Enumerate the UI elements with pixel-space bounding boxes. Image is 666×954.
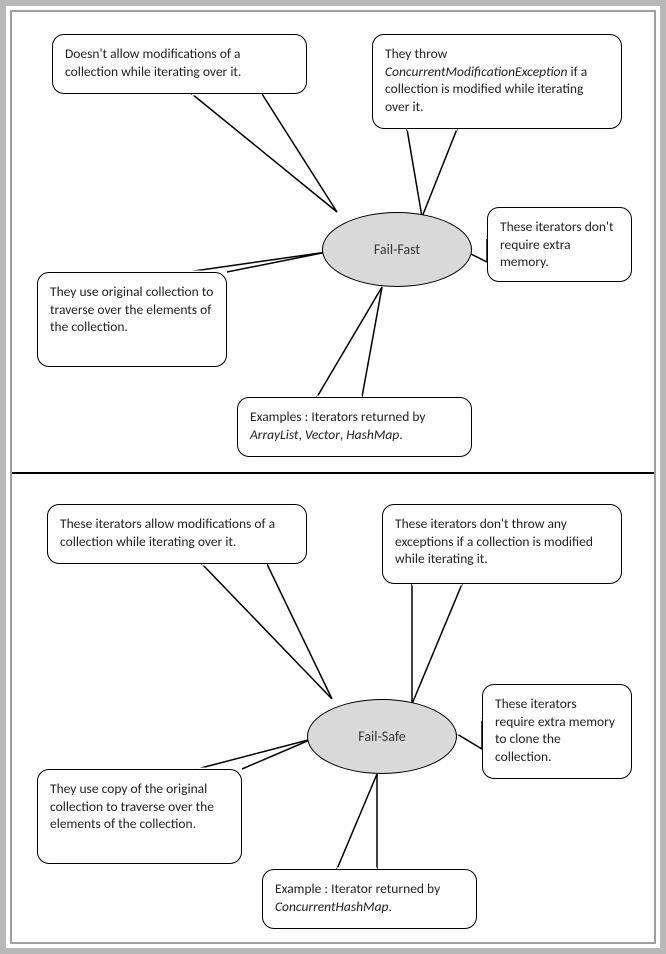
callout-tail bbox=[457, 719, 482, 749]
callout-text: These iterators don't throw any exceptio… bbox=[395, 515, 593, 567]
callout-text: They throw bbox=[385, 45, 447, 62]
callout-ff-c2: They throw ConcurrentModificationExcepti… bbox=[372, 34, 622, 129]
callout-ff-c5: Examples : Iterators returned by ArrayLi… bbox=[237, 397, 472, 457]
callout-tail bbox=[412, 584, 462, 704]
hub-label: Fail-Fast bbox=[374, 241, 420, 258]
callout-text: Example : Iterator returned by bbox=[275, 880, 440, 897]
callout-text: Vector bbox=[305, 426, 340, 443]
callout-fs-c3: These iterators require extra memory to … bbox=[482, 684, 632, 779]
callout-tail bbox=[407, 129, 457, 217]
callout-text: . bbox=[388, 898, 391, 915]
callout-tail bbox=[317, 287, 382, 397]
tail-mask bbox=[457, 719, 482, 734]
callout-ff-c1: Doesn't allow modifications of a collect… bbox=[52, 34, 307, 94]
callout-text: ConcurrentHashMap bbox=[275, 898, 388, 915]
callout-tail bbox=[197, 739, 312, 769]
callout-text: They use copy of the original collection… bbox=[50, 780, 214, 832]
callout-text: . bbox=[399, 426, 402, 443]
callout-fs-c4: They use copy of the original collection… bbox=[37, 769, 242, 864]
callout-text: HashMap bbox=[346, 426, 399, 443]
callout-fs-c1: These iterators allow modifications of a… bbox=[47, 504, 307, 564]
callout-fs-c5: Example : Iterator returned by Concurren… bbox=[262, 869, 477, 929]
callout-text: These iterators require extra memory to … bbox=[495, 695, 615, 765]
hub-label: Fail-Safe bbox=[358, 728, 405, 745]
inner-frame: Fail-Fast Doesn't allow modifications of … bbox=[10, 10, 656, 944]
callout-tail bbox=[192, 94, 337, 212]
hub-fail-safe: Fail-Safe bbox=[307, 699, 457, 774]
callout-tail bbox=[337, 774, 377, 869]
panel-fail-safe: Fail-Safe These iterators allow modificat… bbox=[12, 474, 654, 944]
callout-fs-c2: These iterators don't throw any exceptio… bbox=[382, 504, 622, 584]
callout-text: These iterators allow modifications of a… bbox=[60, 515, 275, 550]
callout-text: ArrayList bbox=[250, 426, 298, 443]
outer-frame: Fail-Fast Doesn't allow modifications of … bbox=[0, 0, 666, 954]
panel-fail-fast: Fail-Fast Doesn't allow modifications of … bbox=[12, 12, 654, 472]
callout-ff-c4: They use original collection to traverse… bbox=[37, 272, 227, 367]
callout-text: They use original collection to traverse… bbox=[50, 283, 213, 335]
callout-text: These iterators don't require extra memo… bbox=[500, 218, 614, 270]
callout-tail bbox=[202, 564, 332, 699]
callout-text: ConcurrentModificationException bbox=[385, 63, 567, 80]
callout-ff-c3: These iterators don't require extra memo… bbox=[487, 207, 632, 282]
callout-text: Doesn't allow modifications of a collect… bbox=[65, 45, 241, 80]
callout-text: Examples : Iterators returned by bbox=[250, 408, 426, 425]
callout-tail bbox=[187, 252, 327, 272]
hub-fail-fast: Fail-Fast bbox=[322, 212, 472, 287]
